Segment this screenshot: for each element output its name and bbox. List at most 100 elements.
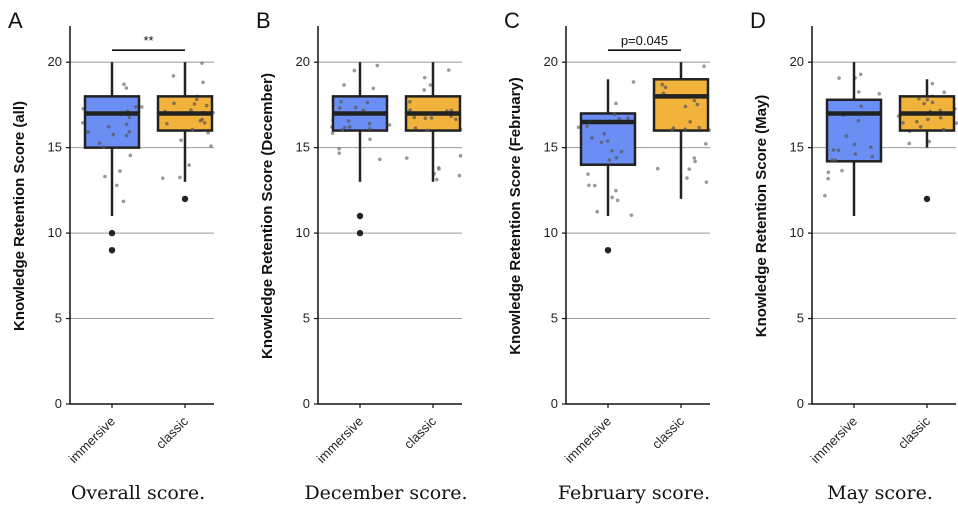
jitter-point <box>209 144 213 148</box>
jitter-point <box>178 175 182 180</box>
jitter-point <box>171 74 176 78</box>
chart-svg: 0 5 10 15 20 Knowledge Retention Score (Decem… <box>259 26 463 466</box>
jitter-point <box>683 104 688 109</box>
jitter-point <box>840 168 844 173</box>
jitter-point <box>859 104 864 109</box>
jitter-point <box>423 116 428 121</box>
jitter-point <box>347 125 352 129</box>
y-tick-label: 5 <box>797 311 804 326</box>
jitter-point <box>404 156 409 160</box>
jitter-point <box>576 125 581 130</box>
jitter-point <box>856 90 861 94</box>
jitter-point <box>856 118 861 123</box>
panel-letter: A <box>8 8 23 33</box>
jitter-point <box>858 72 863 77</box>
jitter-point <box>922 101 926 106</box>
jitter-point <box>615 198 620 203</box>
panel-caption: February score. <box>557 482 711 504</box>
jitter-point <box>128 153 133 158</box>
y-axis-label: Knowledge Retention Score (May) <box>753 95 770 338</box>
y-axis-label: Knowledge Retention Score (December) <box>259 73 276 359</box>
jitter-point <box>837 76 841 80</box>
jitter-point <box>614 155 619 160</box>
x-tick-label: classic <box>649 413 688 452</box>
outlier-point <box>108 246 116 254</box>
jitter-point <box>602 131 607 136</box>
y-axis-label: Knowledge Retention Score (February) <box>507 77 524 355</box>
y-tick-label: 0 <box>55 396 62 411</box>
jitter-point <box>353 105 358 110</box>
jitter-point <box>338 106 342 110</box>
jitter-point <box>437 167 441 171</box>
jitter-point <box>612 112 617 117</box>
box-classic <box>652 78 710 132</box>
jitter-point <box>124 86 129 90</box>
outlier-point <box>923 195 931 203</box>
jitter-point <box>342 83 346 87</box>
y-tick-label: 15 <box>296 140 310 155</box>
jitter-point <box>375 63 380 68</box>
jitter-point <box>833 158 838 162</box>
jitter-point <box>202 121 207 125</box>
panel-letter: B <box>256 8 271 33</box>
jitter-point <box>930 100 935 105</box>
jitter-point <box>607 158 611 162</box>
box-immersive <box>825 98 883 163</box>
jitter-point <box>830 158 834 163</box>
jitter-point <box>190 127 195 132</box>
y-tick-label: 5 <box>551 311 558 326</box>
y-tick-label: 5 <box>55 311 62 326</box>
box-immersive <box>83 95 141 149</box>
jitter-point <box>915 119 919 124</box>
jitter-point <box>425 128 429 133</box>
jitter-point <box>172 101 176 106</box>
x-tick-label: immersive <box>808 414 860 466</box>
jitter-point <box>695 102 700 107</box>
jitter-point <box>590 136 594 140</box>
y-axis-label: Knowledge Retention Score (all) <box>11 101 28 331</box>
jitter-point <box>614 101 618 106</box>
jitter-point <box>412 115 417 120</box>
jitter-point <box>942 90 946 95</box>
jitter-point <box>692 156 697 160</box>
outlier-point <box>356 212 364 220</box>
jitter-point <box>599 140 604 145</box>
jitter-point <box>926 117 930 122</box>
jitter-point <box>836 148 841 153</box>
jitter-point <box>941 127 946 132</box>
jitter-point <box>938 115 943 120</box>
jitter-point <box>587 183 591 188</box>
jitter-point <box>408 108 413 112</box>
y-tick-label: 20 <box>544 54 558 69</box>
jitter-point <box>877 92 882 96</box>
jitter-point <box>200 61 204 65</box>
jitter-point <box>595 209 600 214</box>
jitter-point <box>201 80 205 85</box>
jitter-point <box>925 97 930 102</box>
jitter-point <box>702 64 706 69</box>
jitter-point <box>118 169 122 173</box>
x-tick-label: classic <box>895 413 934 452</box>
jitter-point <box>869 145 873 150</box>
jitter-point <box>428 83 433 87</box>
panel-caption: Overall score. <box>70 482 206 504</box>
jitter-point <box>693 159 697 164</box>
chart-svg: 0 5 10 15 20 Knowledge Retention Score (May) i… <box>753 26 958 466</box>
outlier-point <box>604 246 612 254</box>
jitter-point <box>655 166 660 171</box>
y-tick-label: 20 <box>296 54 310 69</box>
jitter-point <box>663 85 668 90</box>
jitter-point <box>160 176 165 180</box>
jitter-point <box>139 105 144 109</box>
jitter-point <box>121 199 126 204</box>
x-tick-label: classic <box>401 413 440 452</box>
jitter-point <box>954 121 958 125</box>
jitter-point <box>346 119 351 123</box>
jitter-point <box>192 102 197 106</box>
jitter-point <box>917 96 921 101</box>
jitter-point <box>114 183 119 188</box>
jitter-point <box>660 82 665 87</box>
outlier-point <box>181 195 189 203</box>
chart-panel-d: 0 5 10 15 20 Knowledge Retention Score (May) i… <box>742 0 958 516</box>
jitter-point <box>823 193 827 198</box>
